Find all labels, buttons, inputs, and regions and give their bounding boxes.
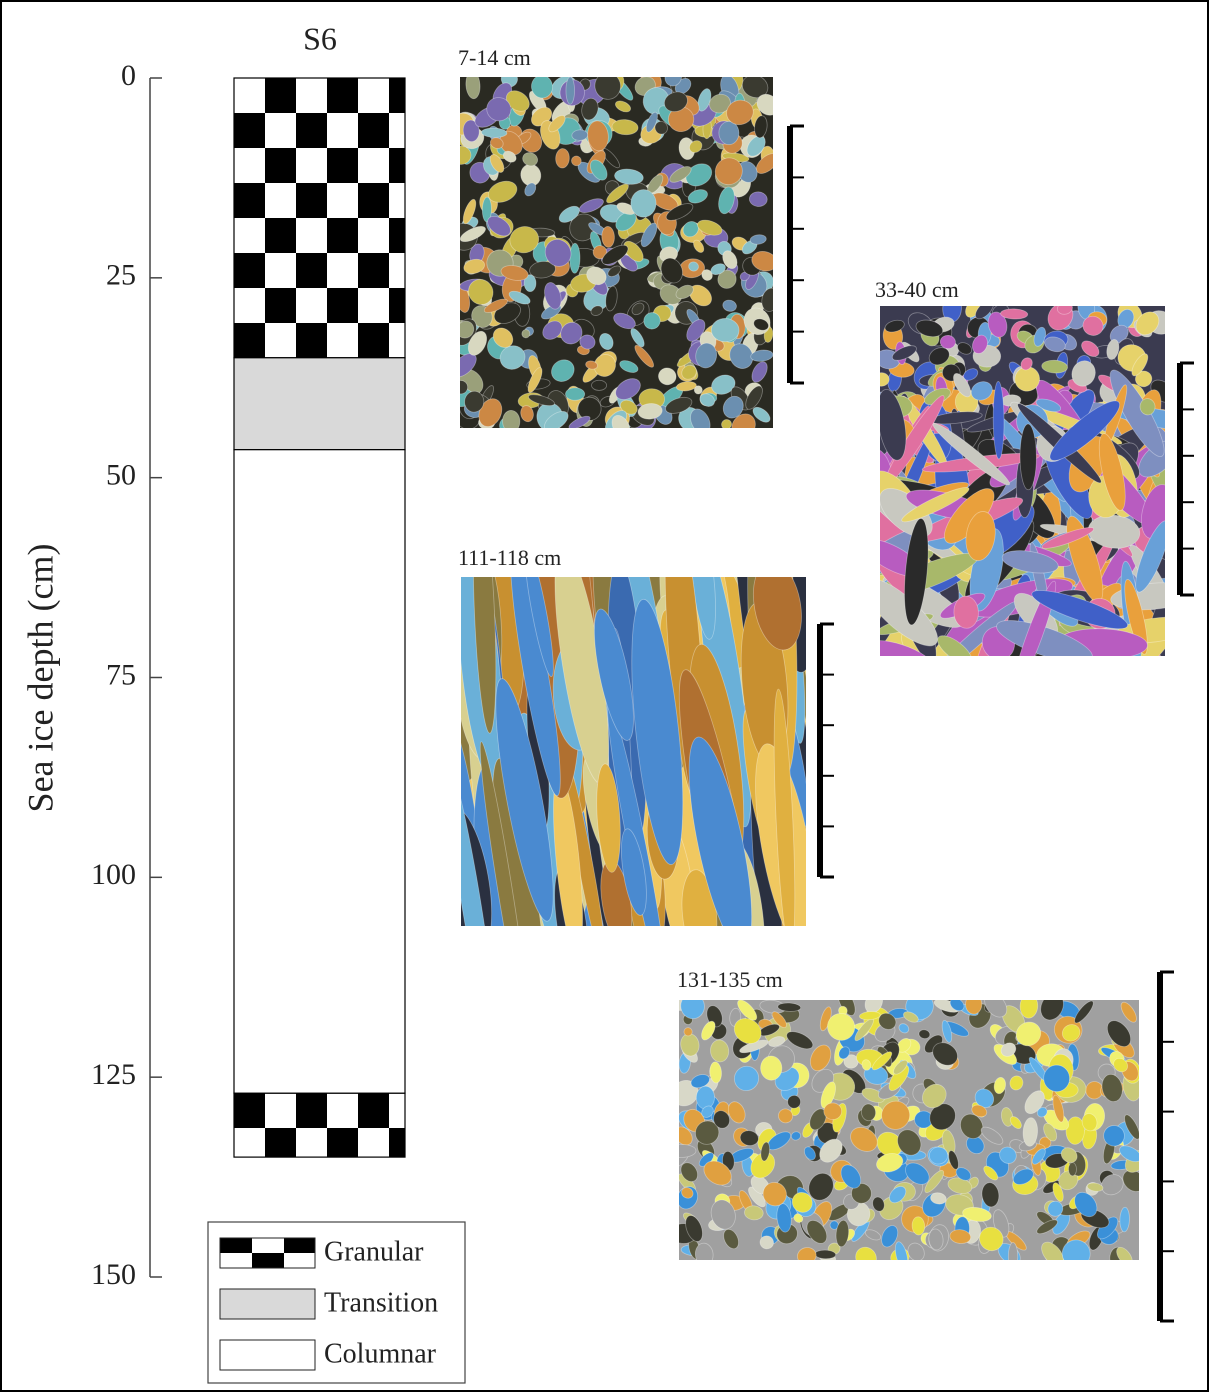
- grain: [502, 410, 520, 432]
- y-axis-label: Sea ice depth (cm): [20, 544, 60, 813]
- photo: [667, 987, 1151, 1275]
- title: S6: [303, 20, 337, 56]
- figure: S6 Sea ice depth (cm) 0 25 50 75 100 125 150 Gr…: [0, 0, 1210, 1393]
- legend-label: Granular: [324, 1236, 424, 1267]
- grain: [566, 77, 575, 104]
- grain: [631, 189, 657, 217]
- photo-label: 33-40 cm: [875, 277, 959, 302]
- grain: [591, 380, 606, 390]
- grain: [760, 1056, 782, 1081]
- photo: [837, 294, 1210, 708]
- grain: [696, 1086, 715, 1109]
- grain: [667, 1144, 696, 1158]
- layer: [234, 358, 405, 450]
- y-tick-label: 125: [91, 1058, 136, 1091]
- legend-swatch: [220, 1340, 315, 1370]
- grain: [873, 372, 889, 386]
- grain: [824, 1103, 842, 1120]
- grain: [1068, 1163, 1076, 1176]
- y-tick-label: 50: [106, 459, 136, 492]
- legend-label: Transition: [324, 1287, 438, 1318]
- photo: [433, 431, 832, 1045]
- photo-label: 131-135 cm: [677, 967, 783, 992]
- grain: [993, 381, 1004, 459]
- legend-swatch: [220, 1289, 315, 1319]
- layer: [234, 1093, 405, 1157]
- y-tick-label: 0: [121, 59, 136, 92]
- grain: [966, 994, 982, 1014]
- layer: [234, 78, 405, 358]
- grain: [570, 243, 581, 273]
- photo: [447, 65, 783, 443]
- grain: [1020, 424, 1037, 490]
- grain: [1008, 1243, 1017, 1271]
- y-tick-label: 100: [91, 858, 136, 891]
- y-tick-label: 75: [106, 658, 136, 691]
- legend-swatch: [220, 1238, 315, 1268]
- grain: [711, 318, 739, 342]
- y-tick-label: 150: [91, 1258, 136, 1291]
- y-tick-label: 25: [106, 259, 136, 292]
- photo-label: 7-14 cm: [458, 45, 531, 70]
- grain: [565, 388, 584, 401]
- legend-label: Columnar: [324, 1338, 437, 1369]
- layer: [234, 450, 405, 1093]
- photo-label: 111-118 cm: [458, 545, 561, 570]
